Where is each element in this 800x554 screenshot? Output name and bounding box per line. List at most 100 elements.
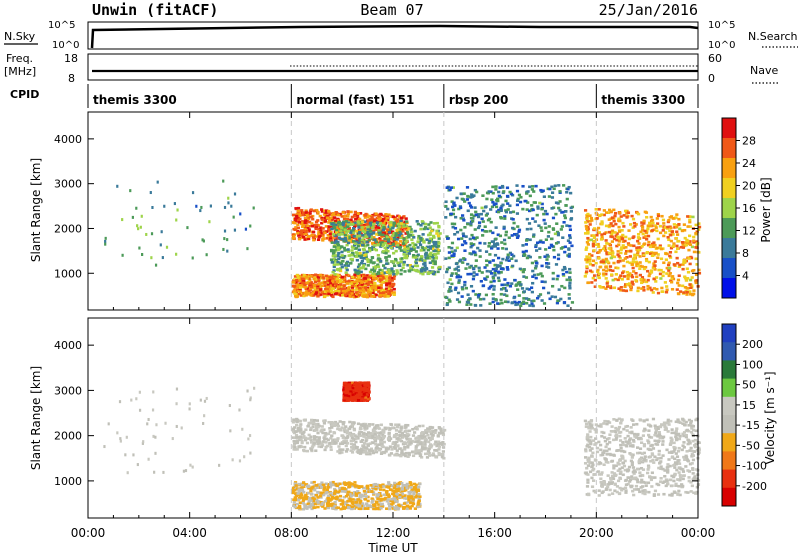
echo-cell — [612, 208, 616, 212]
echo-cell — [437, 242, 441, 245]
echo-cell — [531, 281, 535, 285]
cpid-mode-label: themis 3300 — [93, 93, 177, 107]
echo-cell — [556, 299, 560, 303]
echo-cell — [376, 243, 380, 246]
echo-cell — [313, 437, 317, 440]
echo-cell — [340, 228, 345, 232]
echo-cell — [557, 184, 561, 187]
echo-cell — [326, 274, 330, 278]
echo-cell — [599, 238, 604, 241]
echo-cell — [357, 486, 361, 490]
echo-cell — [404, 429, 409, 433]
echo-cell — [337, 257, 341, 261]
echo-cell — [297, 279, 302, 283]
echo-cell — [499, 271, 503, 274]
echo-cell — [482, 209, 486, 213]
echo-cell — [369, 224, 373, 228]
echo-cell — [390, 448, 394, 451]
echo-cell — [635, 275, 639, 279]
echo-cell — [405, 245, 410, 248]
echo-cell — [476, 215, 481, 219]
echo-cell — [650, 288, 654, 292]
echo-cell — [391, 215, 396, 219]
echo-cell — [396, 425, 400, 429]
echo-cell — [334, 258, 339, 262]
echo-cell — [428, 270, 432, 273]
echo-cell — [350, 215, 354, 219]
echo-cell — [602, 232, 607, 236]
echo-cell — [423, 222, 428, 226]
echo-cell — [466, 301, 471, 304]
echo-cell — [357, 279, 361, 282]
echo-cell — [419, 227, 423, 231]
echo-cell — [396, 243, 400, 247]
echo-cell — [202, 421, 205, 425]
echo-cell — [491, 245, 495, 248]
echo-cell — [191, 465, 194, 469]
echo-cell — [358, 239, 362, 243]
echo-cell — [296, 213, 300, 216]
echo-cell — [616, 250, 620, 253]
echo-cell — [332, 269, 336, 272]
echo-cell — [321, 431, 325, 435]
echo-cell — [126, 471, 129, 475]
echo-cell — [694, 281, 698, 285]
echo-cell — [191, 191, 195, 195]
echo-cell — [677, 265, 681, 269]
echo-cell — [358, 289, 363, 293]
echo-cell — [403, 248, 407, 252]
echo-cell — [329, 481, 333, 485]
echo-cell — [544, 238, 548, 242]
echo-cell — [141, 252, 144, 256]
echo-cell — [600, 213, 604, 216]
echo-cell — [609, 210, 613, 213]
echo-cell — [504, 199, 508, 203]
nsky-tick-top: 10^5 — [48, 20, 75, 31]
echo-cell — [629, 244, 633, 247]
echo-cell — [481, 220, 485, 223]
cpid-mode-label: normal (fast) 151 — [296, 93, 414, 107]
echo-cell — [534, 249, 539, 252]
echo-cell — [455, 196, 459, 200]
echo-cell — [371, 226, 375, 229]
echo-cell — [656, 256, 660, 260]
echo-cell — [399, 268, 403, 272]
echo-cell — [455, 275, 459, 279]
cpid-label: CPID — [10, 88, 39, 101]
echo-cell — [345, 260, 350, 264]
echo-cell — [327, 420, 331, 424]
echo-cell — [125, 435, 128, 439]
echo-cell — [504, 210, 509, 214]
echo-cell — [525, 297, 529, 300]
echo-cell — [683, 228, 687, 232]
echo-cell — [617, 243, 621, 247]
echo-cell — [315, 223, 319, 227]
echo-cell — [605, 252, 609, 256]
echo-cell — [379, 452, 384, 455]
echo-cell — [474, 253, 478, 257]
echo-cell — [444, 200, 448, 204]
echo-cell — [296, 223, 300, 227]
echo-cell — [338, 246, 342, 249]
echo-cell — [365, 250, 369, 254]
echo-cell — [371, 435, 375, 438]
echo-cell — [437, 453, 441, 457]
echo-cell — [345, 282, 350, 285]
echo-cell — [424, 429, 428, 433]
echo-cell — [352, 506, 356, 510]
echo-cell — [353, 434, 357, 437]
echo-cell — [362, 435, 366, 438]
echo-cell — [320, 442, 324, 446]
echo-cell — [195, 204, 198, 208]
echo-cell — [314, 425, 319, 429]
echo-cell — [367, 490, 371, 494]
echo-cell — [293, 482, 297, 486]
echo-cell — [681, 246, 686, 249]
echo-cell — [303, 219, 308, 223]
echo-cell — [309, 421, 313, 425]
echo-cell — [341, 434, 345, 437]
echo-cell — [384, 279, 388, 283]
echo-cell — [387, 482, 391, 486]
echo-cell — [376, 426, 380, 430]
echo-cell — [381, 433, 385, 437]
